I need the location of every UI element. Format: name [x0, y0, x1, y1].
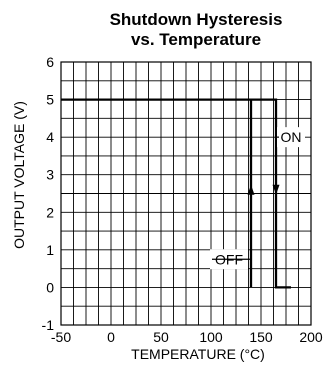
y-tick-label: 0: [46, 279, 54, 295]
y-tick-label: 4: [46, 129, 54, 145]
direction-arrow-down: [272, 184, 280, 195]
grid-lines: [60, 61, 312, 326]
y-tick-label: 1: [46, 242, 54, 258]
x-tick-label: 50: [153, 329, 169, 345]
x-axis-label: TEMPERATURE (°C): [131, 346, 265, 362]
plot-frame: [60, 61, 312, 326]
data-series: [61, 98, 291, 289]
x-tick-label: 150: [249, 329, 273, 345]
tick-labels: -50 0 50 100 150 200 -1 0 1 2 3 4 5 6: [42, 54, 323, 345]
x-tick-label: 100: [199, 329, 223, 345]
annotation-label: ON: [281, 129, 302, 145]
annotation-label: OFF: [215, 251, 243, 267]
y-tick-label: 6: [46, 54, 54, 70]
x-tick-label: -50: [51, 329, 71, 345]
chart-title-line-1: Shutdown Hysteresis: [110, 10, 283, 29]
y-tick-label: 3: [46, 167, 54, 183]
x-tick-label: 0: [107, 329, 115, 345]
y-tick-label: -1: [42, 317, 55, 333]
annotations: ON OFF: [210, 127, 305, 270]
x-tick-label: 200: [299, 329, 323, 345]
chart-title-line-2: vs. Temperature: [131, 30, 261, 49]
y-axis-label: OUTPUT VOLTAGE (V): [11, 101, 27, 249]
annotation-background: [277, 127, 305, 148]
y-tick-label: 2: [46, 204, 54, 220]
direction-arrow-up: [247, 184, 255, 195]
y-tick-label: 5: [46, 92, 54, 108]
